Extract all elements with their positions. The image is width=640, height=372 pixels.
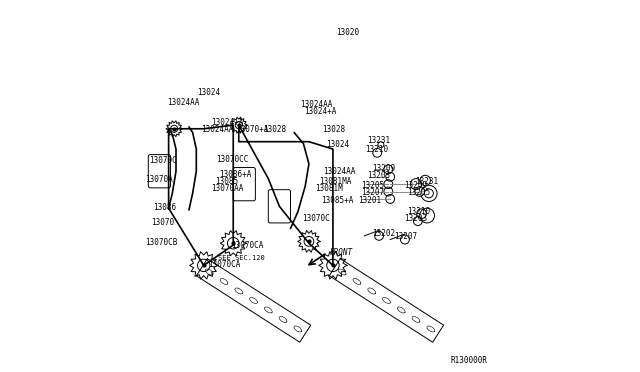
Text: 13070C: 13070C [148, 156, 177, 166]
Text: 13205: 13205 [408, 188, 431, 197]
Text: 13024: 13024 [197, 89, 221, 97]
Text: 13207: 13207 [395, 232, 418, 241]
Text: 13070CA: 13070CA [230, 241, 263, 250]
Text: 13070: 13070 [151, 218, 174, 227]
Text: 13203: 13203 [404, 214, 427, 223]
Text: 13070CA: 13070CA [209, 260, 241, 269]
Text: 13231: 13231 [367, 137, 390, 145]
Text: 13024+A: 13024+A [304, 107, 337, 116]
Text: 13205: 13205 [362, 181, 385, 190]
Text: 13209: 13209 [372, 164, 396, 173]
Text: 13070C: 13070C [302, 214, 330, 223]
Text: R130000R: R130000R [451, 356, 488, 365]
Text: 13081MA: 13081MA [319, 177, 351, 186]
Text: 13086: 13086 [153, 203, 176, 212]
Text: 13024: 13024 [326, 140, 349, 149]
Text: 13201: 13201 [358, 196, 381, 205]
Text: 13024+A: 13024+A [211, 118, 243, 126]
Text: 13231: 13231 [415, 177, 438, 186]
Text: 13024AA: 13024AA [201, 125, 234, 134]
Text: 13210: 13210 [365, 145, 388, 154]
Text: 13024AA: 13024AA [168, 99, 200, 108]
Text: 13210: 13210 [408, 206, 431, 216]
Text: 13028: 13028 [323, 125, 346, 134]
Text: 13028: 13028 [264, 125, 287, 134]
Text: 13070CB: 13070CB [145, 238, 178, 247]
Text: 13070+A: 13070+A [236, 125, 268, 134]
Text: 13070AA: 13070AA [211, 185, 243, 193]
Text: 13085+A: 13085+A [321, 196, 353, 205]
Text: 13020: 13020 [337, 28, 360, 37]
Text: 13024AA: 13024AA [300, 100, 333, 109]
Text: 13202: 13202 [372, 229, 396, 238]
Text: 13203: 13203 [367, 171, 390, 180]
Text: 13070CC: 13070CC [216, 154, 248, 164]
Text: 13207: 13207 [362, 188, 385, 197]
Text: 13209: 13209 [404, 181, 427, 190]
Text: 13081M: 13081M [316, 185, 343, 193]
Text: 13086+A: 13086+A [220, 170, 252, 179]
Text: 13070A: 13070A [145, 175, 173, 184]
Text: FRONT: FRONT [329, 248, 353, 257]
Text: 13024AA: 13024AA [323, 167, 355, 176]
Text: 13085: 13085 [215, 177, 238, 186]
Text: SEE SEC.120: SEE SEC.120 [218, 255, 265, 261]
